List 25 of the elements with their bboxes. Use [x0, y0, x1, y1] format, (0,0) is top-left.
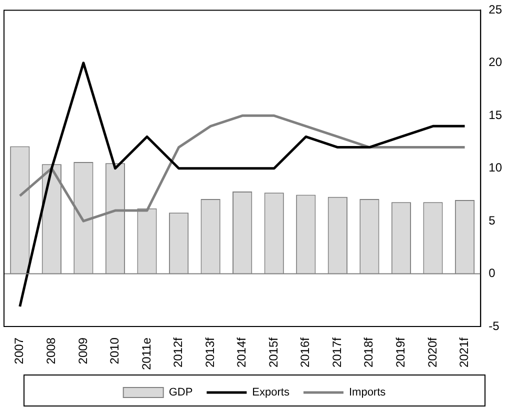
x-tick-label: 2007 [12, 337, 26, 364]
x-tick-label: 2018f [362, 336, 376, 368]
x-tick-label: 2011e [139, 337, 154, 370]
y-tick-label: 5 [488, 213, 496, 228]
x-tick-label: 2012f [171, 336, 186, 368]
legend-label: Exports [252, 386, 290, 399]
legend-label: GDP [168, 386, 193, 399]
x-tick-label: 2021f [457, 336, 472, 368]
y-tick-label: 15 [488, 108, 502, 122]
y-tick-label: 20 [488, 55, 502, 70]
x-tick-label: 2014f [234, 336, 249, 368]
legend-label: Imports [348, 386, 386, 399]
y-tick-label: 10 [488, 160, 502, 175]
x-tick-label: 2019f [394, 336, 408, 368]
x-tick-label: 2015f [266, 336, 280, 368]
x-tick-label: 2020f [425, 336, 440, 368]
x-tick-label: 2017f [330, 336, 344, 368]
x-tick-label: 2009 [76, 337, 90, 364]
x-tick-label: 2010 [108, 337, 122, 364]
y-tick-label: 0 [488, 266, 496, 280]
x-tick-label: 2016f [298, 336, 312, 368]
x-tick-label: 2008 [44, 337, 58, 364]
y-tick-label: -5 [488, 318, 500, 333]
x-tick-label: 2013f [202, 336, 217, 368]
y-tick-label: 25 [488, 2, 502, 17]
